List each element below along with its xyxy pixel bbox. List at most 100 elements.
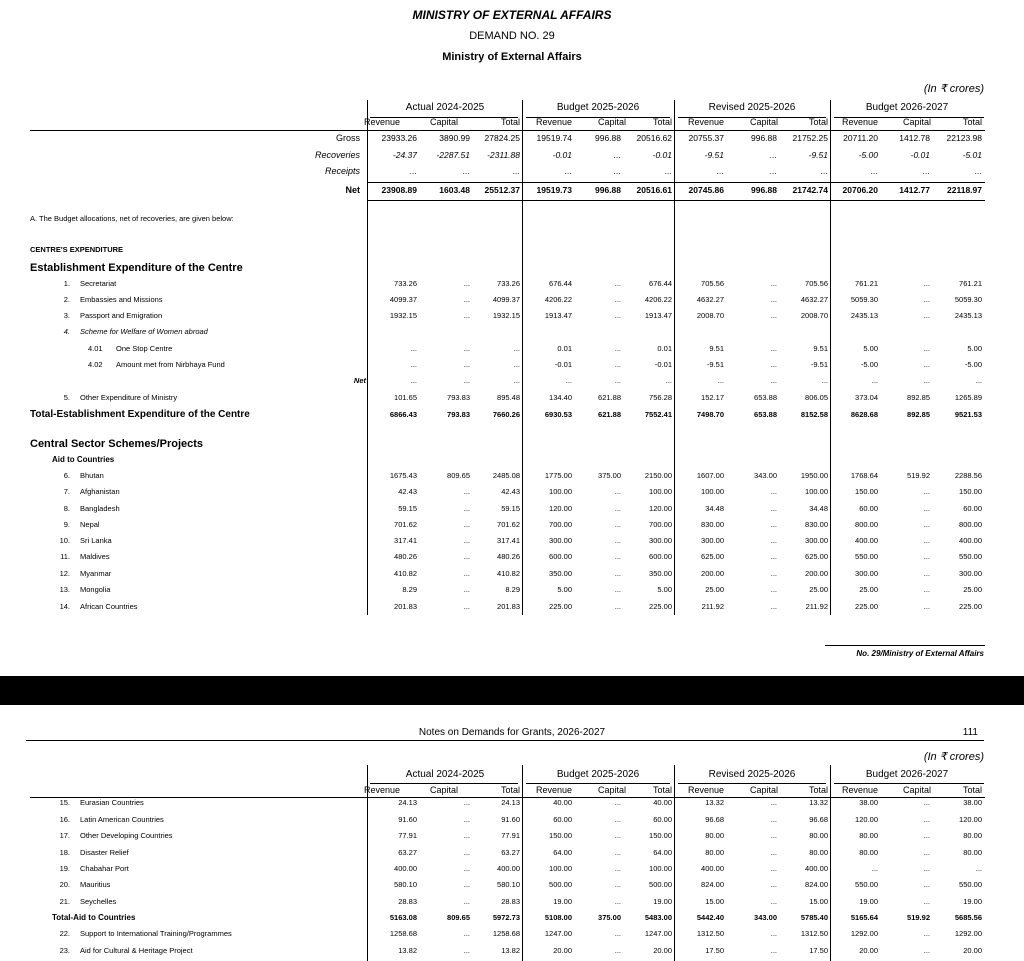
- cell-value: ...: [463, 601, 470, 611]
- cell-value: ...: [923, 879, 930, 889]
- cell-value: 40.00: [553, 797, 572, 807]
- cell-value: 580.10: [394, 879, 417, 889]
- cell-value: ...: [923, 584, 930, 594]
- cell-value: ...: [770, 486, 777, 496]
- cell-value: 80.00: [705, 847, 724, 857]
- cell-value: 225.00: [649, 601, 672, 611]
- row-label: Disaster Relief: [80, 847, 129, 857]
- cell-value: ...: [614, 278, 621, 288]
- cell-value: 8.29: [505, 584, 520, 594]
- cell-value: ...: [923, 535, 930, 545]
- cell-value: ...: [923, 945, 930, 955]
- cell-value: 519.92: [907, 470, 930, 480]
- cell-value: 701.62: [497, 519, 520, 529]
- cell-value: 100.00: [649, 863, 672, 873]
- cell-value: ...: [463, 486, 470, 496]
- cell-value: 20.00: [963, 945, 982, 955]
- cell-value: ...: [614, 814, 621, 824]
- cell-value: 373.04: [855, 392, 878, 402]
- row-number: 15.: [59, 797, 70, 807]
- row-label: Latin American Countries: [80, 814, 164, 824]
- cell-value: 13.82: [501, 945, 520, 955]
- net-rule: [367, 182, 985, 183]
- cell-value: -5.00: [964, 359, 982, 369]
- cell-value: ...: [410, 359, 417, 369]
- cell-value: ...: [614, 375, 621, 385]
- cell-value: 19.00: [963, 896, 982, 906]
- cell-value: 59.15: [398, 503, 417, 513]
- summary-value: ...: [870, 166, 878, 177]
- cell-value: ...: [614, 797, 621, 807]
- cell-value: 400.00: [805, 863, 828, 873]
- cell-value: 824.00: [805, 879, 828, 889]
- cell-value: 1292.00: [954, 928, 982, 938]
- cell-value: ...: [463, 896, 470, 906]
- column-header: Revenue: [363, 785, 400, 796]
- cell-value: ...: [614, 879, 621, 889]
- cell-value: 5685.56: [954, 912, 982, 922]
- cell-value: 25.00: [859, 584, 878, 594]
- cell-value: 676.44: [649, 278, 672, 288]
- row-number: 16.: [59, 814, 70, 824]
- cell-value: ...: [614, 343, 621, 353]
- row-number: 13.: [59, 584, 70, 594]
- header-rule: [30, 130, 985, 131]
- cell-value: ...: [871, 375, 878, 385]
- cell-value: 17.50: [809, 945, 828, 955]
- row-number: 7.: [63, 486, 70, 496]
- cell-value: 100.00: [549, 863, 572, 873]
- cell-value: 600.00: [549, 551, 572, 561]
- cell-value: 400.00: [959, 535, 982, 545]
- row-number: 4.: [63, 326, 70, 336]
- cell-value: ...: [463, 343, 470, 353]
- cell-value: ...: [770, 503, 777, 513]
- cell-value: 300.00: [649, 535, 672, 545]
- cell-value: 38.00: [963, 797, 982, 807]
- row-label: Sri Lanka: [80, 535, 112, 545]
- column-header: Total: [652, 785, 672, 796]
- cell-value: 5442.40: [696, 912, 724, 922]
- summary-value: 996.88: [595, 185, 621, 196]
- cell-value: 80.00: [859, 830, 878, 840]
- row-number: 11.: [60, 551, 70, 561]
- column-rule: [830, 100, 831, 615]
- row-label: Passport and Emigration: [80, 310, 163, 320]
- cell-value: 20.00: [553, 945, 572, 955]
- summary-value: 996.88: [595, 133, 621, 144]
- cell-value: 410.82: [497, 568, 520, 578]
- cell-value: 6866.43: [389, 409, 417, 419]
- row-number: 21.: [59, 896, 70, 906]
- summary-value: ...: [409, 166, 417, 177]
- cell-value: ...: [770, 797, 777, 807]
- cell-value: 1312.50: [696, 928, 724, 938]
- cell-value: 5972.73: [492, 912, 520, 922]
- column-header: Total: [500, 785, 520, 796]
- cell-value: 38.00: [859, 797, 878, 807]
- summary-value: -2287.51: [436, 150, 470, 161]
- summary-value: ...: [974, 166, 982, 177]
- title: MINISTRY OF EXTERNAL AFFAIRS: [412, 8, 612, 23]
- group-rule: [370, 117, 518, 118]
- cell-value: 120.00: [959, 814, 982, 824]
- cell-value: 200.00: [701, 568, 724, 578]
- cell-value: ...: [614, 486, 621, 496]
- cell-value: ...: [614, 503, 621, 513]
- cell-value: 96.68: [809, 814, 828, 824]
- cell-value: 13.82: [398, 945, 417, 955]
- cell-value: 2435.13: [850, 310, 878, 320]
- cell-value: ...: [770, 879, 777, 889]
- row-label: African Countries: [80, 601, 138, 611]
- cell-value: ...: [923, 928, 930, 938]
- cell-value: 7498.70: [696, 409, 724, 419]
- cell-value: 5059.30: [850, 294, 878, 304]
- cell-value: 5165.64: [850, 912, 878, 922]
- row-number: 18.: [59, 847, 70, 857]
- column-header: Total: [652, 117, 672, 128]
- column-header: Capital: [902, 785, 931, 796]
- cell-value: 1913.47: [644, 310, 672, 320]
- cell-value: 300.00: [701, 535, 724, 545]
- cell-value: ...: [923, 797, 930, 807]
- cell-value: 63.27: [501, 847, 520, 857]
- running-title: Notes on Demands for Grants, 2026-2027: [418, 726, 606, 738]
- cell-value: ...: [614, 847, 621, 857]
